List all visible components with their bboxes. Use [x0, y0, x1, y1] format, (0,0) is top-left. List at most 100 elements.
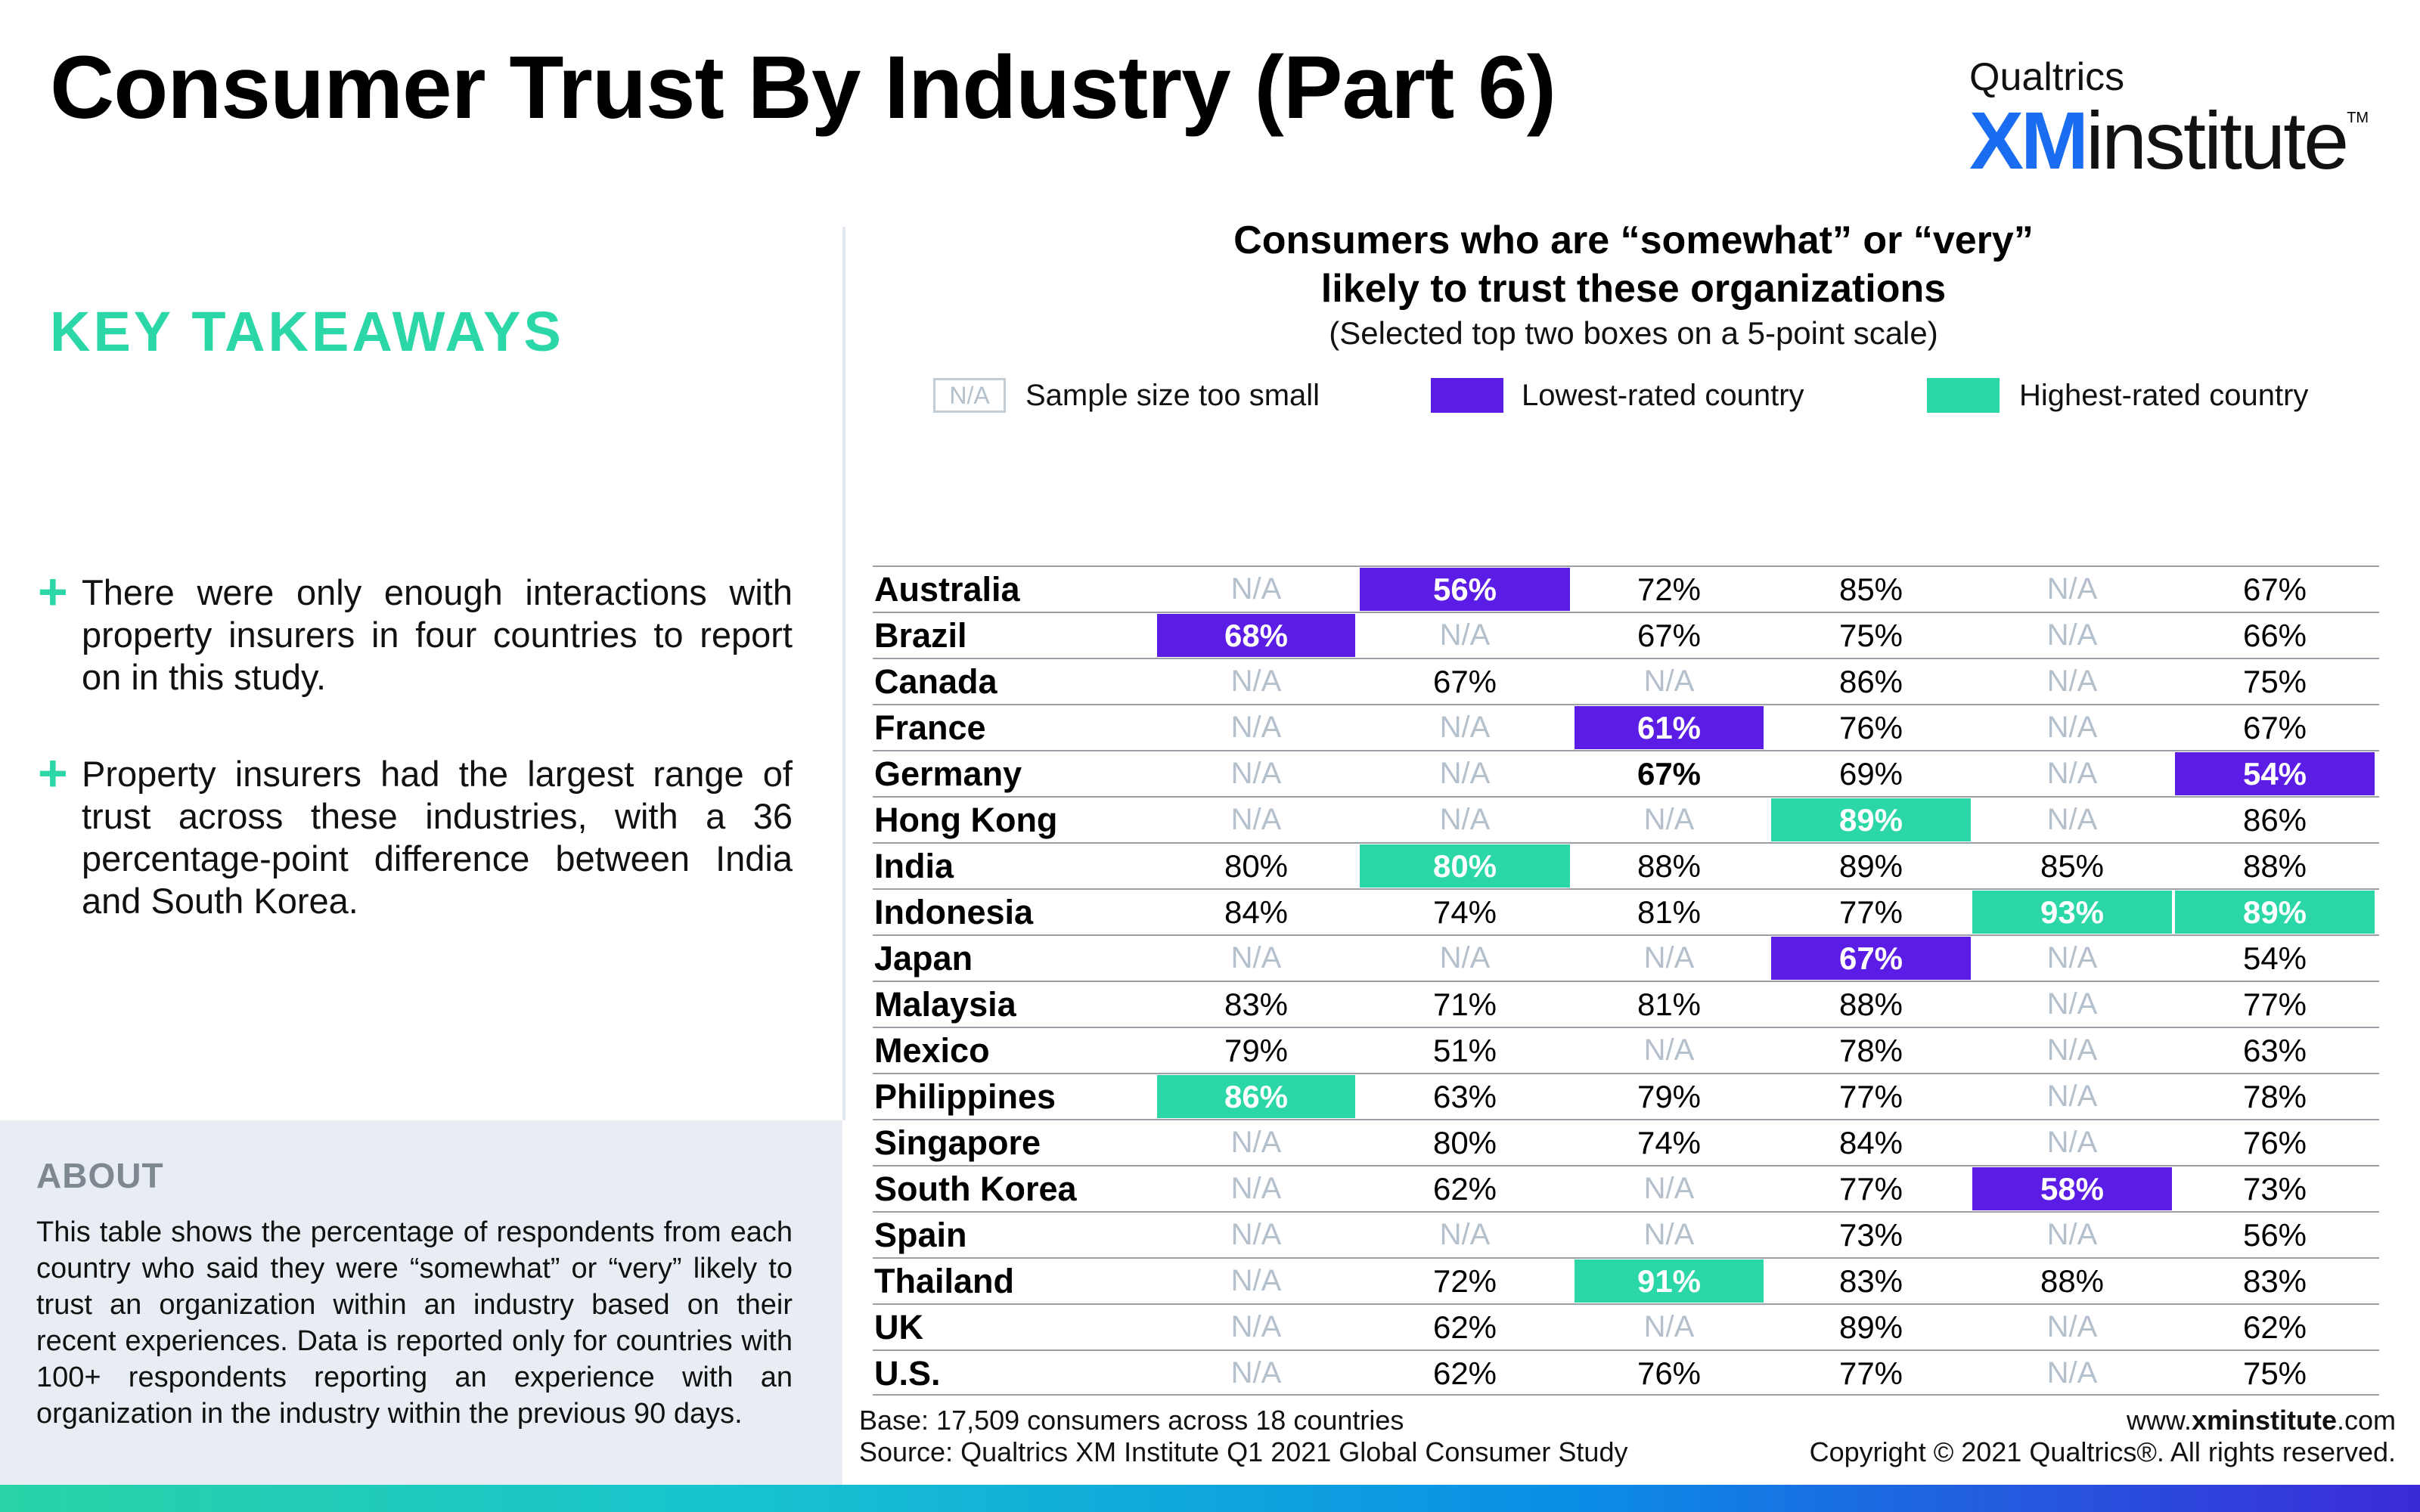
table-cell: N/A	[1643, 941, 1695, 974]
country-label: India	[874, 847, 954, 885]
table-cell: N/A	[2046, 803, 2098, 836]
table-cell: N/A	[1230, 1126, 1282, 1159]
legend-lowest-label: Lowest-rated country	[1522, 379, 1804, 412]
table-row: Singapore N/A 80% 74% 84% N/A 76%	[873, 1119, 2379, 1165]
footer-right: www.xminstitute.com Copyright © 2021 Qua…	[1810, 1405, 2396, 1468]
table-cell: N/A	[2046, 1033, 2098, 1067]
table-cell: N/A	[2046, 618, 2098, 652]
chart-subtitle: (Selected top two boxes on a 5-point sca…	[1329, 315, 1938, 351]
table-row: India 80% 80% 88% 89% 85% 88%	[873, 842, 2379, 888]
table-cell: 84%	[1224, 894, 1289, 930]
country-label: South Korea	[874, 1170, 1077, 1208]
table-cell: N/A	[2046, 757, 2098, 790]
country-label: Germany	[874, 754, 1022, 793]
table-cell: 77%	[2242, 987, 2307, 1022]
logo-xm-text: XM	[1969, 94, 2089, 186]
table-cell: 76%	[1637, 1356, 1702, 1391]
country-label: Philippines	[874, 1077, 1056, 1116]
table-cell: 86%	[1838, 664, 1903, 699]
country-label: Brazil	[874, 616, 967, 655]
table-row: U.S. N/A 62% 76% 77% N/A 75%	[873, 1349, 2379, 1396]
table-cell: 75%	[1838, 618, 1903, 653]
table-cell: 67%	[1637, 618, 1702, 653]
table-cell: 80%	[1224, 848, 1289, 884]
table-cell: 63%	[2242, 1033, 2307, 1068]
table-cell: N/A	[1643, 665, 1695, 698]
table-cell: 83%	[1838, 1263, 1903, 1299]
table-cell: 72%	[1432, 1263, 1497, 1299]
table-cell: N/A	[1643, 1218, 1695, 1251]
takeaway-text: Property insurers had the largest range …	[82, 754, 793, 921]
table-row: Japan N/A N/A N/A 67% N/A 54%	[873, 934, 2379, 981]
table-cell: 54%	[2242, 940, 2307, 976]
takeaway-item: + Property insurers had the largest rang…	[38, 748, 793, 922]
table-cell: N/A	[1439, 618, 1491, 652]
table-cell: 83%	[2242, 1263, 2307, 1299]
table-cell: 66%	[2242, 618, 2307, 653]
country-label: Japan	[874, 939, 973, 978]
about-heading: ABOUT	[36, 1156, 164, 1195]
table-cell: 56%	[2242, 1217, 2307, 1253]
table-cell: 74%	[1432, 894, 1497, 930]
table-cell: N/A	[1643, 1310, 1695, 1343]
table-cell: N/A	[1439, 941, 1491, 974]
legend: N/A Sample size too small Lowest-rated c…	[933, 375, 2420, 417]
vertical-divider	[842, 227, 845, 1120]
logo-qualtrics-text: Qualtrics	[1969, 55, 2125, 99]
legend-na-label: Sample size too small	[1025, 379, 1320, 412]
country-label: Spain	[874, 1216, 967, 1254]
table-cell: N/A	[1439, 711, 1491, 744]
legend-lowest-swatch	[1431, 378, 1503, 413]
country-label: Malaysia	[874, 985, 1016, 1024]
table-cell: 88%	[2040, 1263, 2105, 1299]
table-cell: N/A	[2046, 1310, 2098, 1343]
table-cell: 85%	[1838, 572, 1903, 607]
country-label: Singapore	[874, 1123, 1041, 1162]
table-cell: N/A	[1230, 1310, 1282, 1343]
table-cell: 79%	[1637, 1079, 1702, 1114]
takeaway-text: There were only enough interactions with…	[82, 572, 793, 697]
page-title: Consumer Trust By Industry (Part 6)	[50, 38, 1556, 138]
takeaway-item: + There were only enough interactions wi…	[38, 566, 793, 699]
cell-lowest: 68%	[1157, 614, 1355, 657]
table-cell: N/A	[2046, 1126, 2098, 1159]
table-cell: 69%	[1838, 756, 1903, 792]
country-label: UK	[874, 1308, 923, 1346]
table-cell: 76%	[2242, 1125, 2307, 1160]
table-cell: 67%	[2242, 710, 2307, 745]
table-cell: 62%	[1432, 1171, 1497, 1207]
table-cell: 77%	[1838, 894, 1903, 930]
chart-title-block: Consumers who are “somewhat” or “very” l…	[923, 216, 2344, 354]
table-row: France N/A N/A 61% 76% N/A 67%	[873, 704, 2379, 750]
table-cell: 77%	[1838, 1079, 1903, 1114]
legend-na-box: N/A	[933, 378, 1006, 413]
table-row: Thailand N/A 72% 91% 83% 88% 83%	[873, 1257, 2379, 1303]
country-label: U.S.	[874, 1354, 941, 1393]
table-cell: N/A	[1230, 757, 1282, 790]
table-row: Germany N/A N/A 67% 69% N/A 54%	[873, 750, 2379, 796]
table-cell: N/A	[2046, 1356, 2098, 1390]
footer-base: Base: 17,509 consumers across 18 countri…	[859, 1405, 1404, 1436]
table-cell: 88%	[1838, 987, 1903, 1022]
table-cell: 88%	[1637, 848, 1702, 884]
table-cell: 80%	[1432, 1125, 1497, 1160]
cell-highest: 91%	[1575, 1259, 1764, 1303]
cell-lowest: 54%	[2175, 752, 2375, 795]
bottom-gradient-bar	[0, 1485, 2420, 1512]
table-cell: 86%	[2242, 802, 2307, 838]
footer-url[interactable]: www.xminstitute.com	[1810, 1405, 2396, 1436]
table-cell: N/A	[1230, 1356, 1282, 1390]
table-row: South Korea N/A 62% N/A 77% 58% 73%	[873, 1165, 2379, 1211]
cell-highest: 86%	[1157, 1075, 1355, 1118]
table-cell: N/A	[1643, 1033, 1695, 1067]
table-row: Philippines 86% 63% 79% 77% N/A 78%	[873, 1073, 2379, 1119]
table-row: Canada N/A 67% N/A 86% N/A 75%	[873, 658, 2379, 704]
country-label: Hong Kong	[874, 801, 1058, 839]
table-cell: 72%	[1637, 572, 1702, 607]
country-label: France	[874, 708, 986, 747]
cell-highest: 89%	[1771, 798, 1971, 841]
table-cell: N/A	[2046, 572, 2098, 606]
table-row: Mexico 79% 51% N/A 78% N/A 63%	[873, 1027, 2379, 1073]
table-cell: 62%	[2242, 1309, 2307, 1345]
qualtrics-xm-institute-logo: Qualtrics XMinstituteTM	[1969, 57, 2369, 181]
